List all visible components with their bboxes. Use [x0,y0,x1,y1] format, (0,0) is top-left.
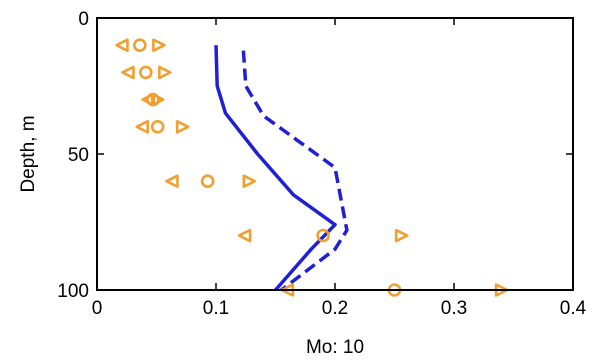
y-axis-label: Depth, m [18,115,39,192]
circle-marker [138,65,153,80]
x-axis-label: Mo: 10 [306,337,364,358]
x-tick-label: 0.1 [203,298,229,319]
triangle-left-marker [135,120,150,134]
triangle-right-marker [242,174,257,188]
triangle-left-marker [165,174,179,188]
circle-marker [150,120,165,134]
triangle-right-marker [394,228,409,243]
triangle-left-marker [121,65,135,80]
plot-background [97,18,573,290]
x-tick-label: 0.4 [560,298,587,319]
dashed-profile-line [241,50,349,292]
tick-layer: 0 0.1 0.2 0.3 0.4 0 50 100 [57,9,586,319]
triangle-right-marker [175,120,190,134]
x-tick-label: 0.3 [441,298,467,319]
triangle-right-marker [150,92,165,107]
y-tick-label: 100 [57,281,89,302]
circle-marker [200,174,215,188]
circle-marker [133,38,147,53]
x-tick-label: 0 [92,298,103,319]
triangle-right-marker [158,65,172,80]
y-tick-label: 0 [78,9,89,30]
triangle-left-marker [115,38,129,53]
x-tick-label: 0.2 [322,298,348,319]
y-tick-label: 50 [68,145,89,166]
triangle-right-marker [152,38,166,53]
solid-profile-line [214,45,337,292]
triangle-left-marker [237,228,252,243]
circle-marker [316,228,330,243]
series-layer [115,38,509,297]
